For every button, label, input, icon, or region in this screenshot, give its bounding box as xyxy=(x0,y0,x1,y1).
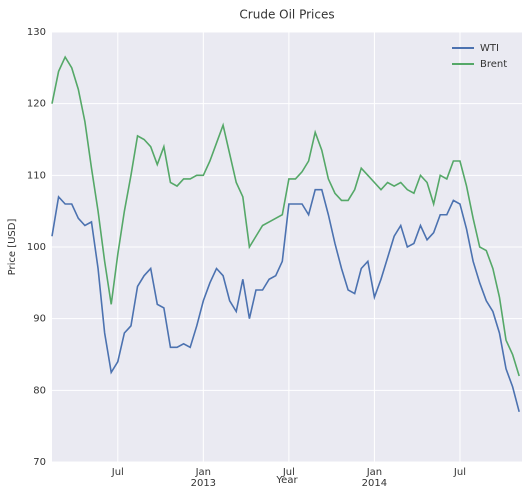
x-tick-label: Jul xyxy=(282,467,295,478)
y-tick-label: 100 xyxy=(27,242,46,253)
y-tick-label: 130 xyxy=(27,27,46,38)
y-axis-label: Price [USD] xyxy=(7,219,18,276)
y-tick-label: 70 xyxy=(33,457,46,468)
legend-label: Brent xyxy=(480,59,507,70)
x-tick-label: Jan 2013 xyxy=(190,467,217,486)
line-series xyxy=(51,55,520,377)
y-tick-label: 110 xyxy=(27,170,46,181)
x-tick-label: Jul xyxy=(111,467,124,478)
line-series xyxy=(51,188,520,413)
chart-title: Crude Oil Prices xyxy=(239,8,334,22)
y-tick-label: 120 xyxy=(27,99,46,110)
legend-label: WTI xyxy=(480,43,499,54)
x-tick-label: Jan 2014 xyxy=(361,467,388,486)
x-tick-label: Jul xyxy=(453,467,466,478)
x-axis-label: Year xyxy=(275,475,298,486)
y-tick-label: 90 xyxy=(33,314,46,325)
y-tick-label: 80 xyxy=(33,385,46,396)
